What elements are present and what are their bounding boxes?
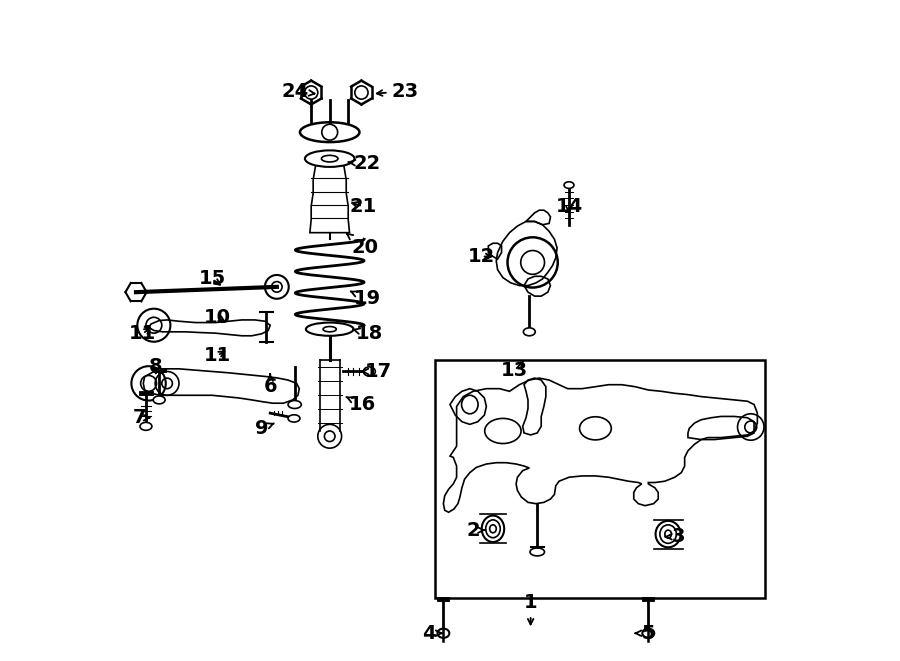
Text: 22: 22 — [348, 155, 381, 173]
Text: 21: 21 — [349, 197, 376, 215]
Ellipse shape — [306, 323, 354, 336]
Text: 18: 18 — [353, 325, 383, 343]
Text: 14: 14 — [555, 197, 582, 215]
Bar — [436, 360, 765, 598]
Text: 13: 13 — [501, 361, 528, 379]
Ellipse shape — [564, 182, 574, 188]
Text: 15: 15 — [198, 270, 226, 288]
Text: 11: 11 — [129, 325, 157, 343]
Text: 11: 11 — [203, 346, 231, 365]
Ellipse shape — [153, 396, 165, 404]
Ellipse shape — [305, 150, 355, 167]
Text: 5: 5 — [635, 624, 655, 642]
Text: 12: 12 — [468, 247, 495, 266]
Ellipse shape — [288, 401, 302, 408]
Text: 7: 7 — [132, 408, 149, 427]
Text: 20: 20 — [346, 233, 379, 257]
Text: 9: 9 — [255, 419, 274, 438]
Text: 8: 8 — [149, 358, 163, 376]
Ellipse shape — [524, 328, 536, 336]
Ellipse shape — [643, 629, 654, 638]
Ellipse shape — [288, 415, 300, 422]
Text: 1: 1 — [524, 594, 537, 625]
Text: 10: 10 — [203, 308, 230, 327]
Ellipse shape — [300, 122, 359, 142]
Ellipse shape — [140, 422, 152, 430]
Text: 2: 2 — [466, 521, 485, 539]
Text: 4: 4 — [422, 624, 442, 642]
Ellipse shape — [437, 629, 449, 638]
Ellipse shape — [364, 367, 375, 376]
Text: 17: 17 — [362, 362, 392, 381]
Text: 19: 19 — [351, 290, 381, 308]
Text: 3: 3 — [665, 527, 685, 546]
Text: 24: 24 — [281, 82, 315, 100]
Text: 16: 16 — [346, 395, 376, 414]
Text: 23: 23 — [377, 82, 418, 100]
Text: 6: 6 — [264, 374, 277, 396]
